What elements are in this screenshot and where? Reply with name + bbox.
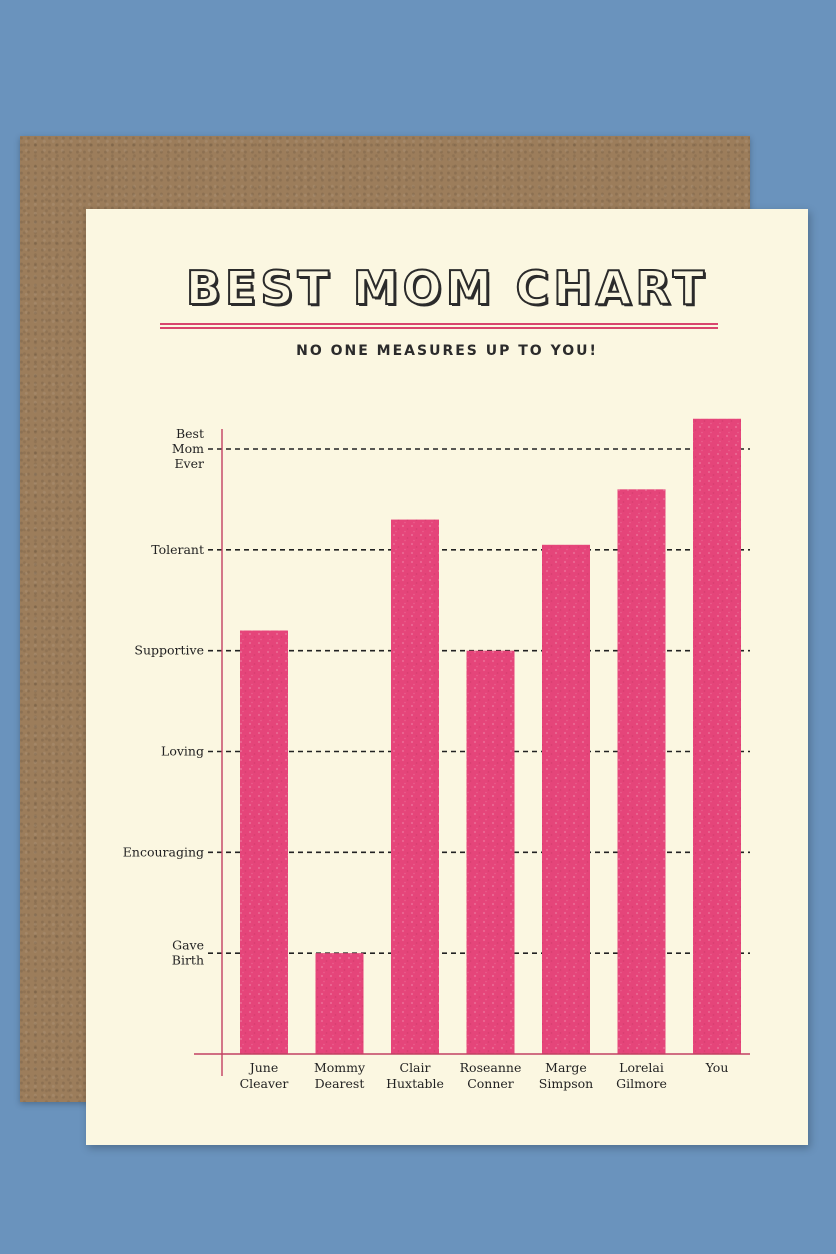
x-tick-label-2: Clair Huxtable [386, 1060, 444, 1091]
greeting-card: BEST MOM CHART NO ONE MEASURES UP TO YOU… [86, 209, 808, 1145]
y-tick-label-3: Supportive [134, 643, 204, 658]
y-tick-label-4: Tolerant [151, 542, 204, 557]
bar-texture-6 [693, 418, 741, 1054]
bar-texture-2 [391, 519, 439, 1054]
x-tick-label-6: You [705, 1060, 729, 1075]
chart-subtitle: NO ONE MEASURES UP TO YOU! [296, 343, 598, 359]
axes [194, 429, 750, 1076]
bar-texture-4 [542, 544, 590, 1054]
x-tick-label-5: Lorelai Gilmore [616, 1060, 667, 1091]
bar-texture-1 [315, 953, 364, 1054]
bar-texture-5 [617, 489, 666, 1054]
bar-texture-0 [240, 630, 288, 1054]
x-tick-label-4: Marge Simpson [539, 1060, 593, 1091]
x-tick-label-1: Mommy Dearest [314, 1060, 366, 1091]
x-tick-label-3: Roseanne Conner [460, 1060, 522, 1091]
chart-title: BEST MOM CHART [185, 260, 709, 316]
y-tick-label-5: Best Mom Ever [172, 426, 204, 471]
title-underline [160, 323, 718, 329]
y-tick-labels: Gave Birth Encouraging Loving Supportive Tole… [123, 426, 204, 968]
x-tick-labels: June Cleaver Mommy Dearest Clair Huxtable Rose… [240, 1060, 729, 1091]
x-tick-label-0: June Cleaver [240, 1060, 289, 1091]
y-tick-label-2: Loving [161, 744, 204, 759]
bar-texture-3 [466, 650, 515, 1054]
bar-chart: Gave Birth Encouraging Loving Supportive Tole… [123, 418, 750, 1091]
bars [240, 418, 741, 1054]
y-tick-label-1: Encouraging [123, 844, 204, 859]
y-tick-label-0: Gave Birth [172, 938, 204, 968]
